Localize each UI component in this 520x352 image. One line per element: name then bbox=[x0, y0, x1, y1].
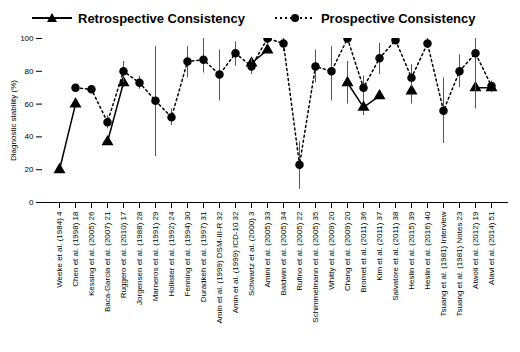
html-text:Prospective Consistency: Prospective Consistency bbox=[320, 10, 476, 26]
svg-text:Kim et al. (2011) 37: Kim et al. (2011) 37 bbox=[375, 211, 384, 281]
svg-text:Marneros et al. (1991) 29: Marneros et al. (1991) 29 bbox=[151, 211, 160, 301]
svg-text:Kessing et al. (2005) 26: Kessing et al. (2005) 26 bbox=[87, 211, 96, 296]
svg-text:Duradkeh et al. (1997) 31: Duradkeh et al. (1997) 31 bbox=[199, 211, 208, 302]
svg-text:Rufino et al. (2005) 22: Rufino et al. (2005) 22 bbox=[295, 211, 304, 291]
svg-text:Jorgensen et al. (1988) 28: Jorgensen et al. (1988) 28 bbox=[135, 211, 144, 305]
svg-text:Chen et al. (1998) 18: Chen et al. (1998) 18 bbox=[71, 211, 80, 287]
svg-text:Weeke et al. (1984) 4: Weeke et al. (1984) 4 bbox=[55, 211, 64, 288]
svg-text:Whitty et al. (2009) 20: Whitty et al. (2009) 20 bbox=[327, 211, 336, 290]
svg-text:Heslin et al. (2016) 40: Heslin et al. (2016) 40 bbox=[423, 211, 432, 290]
svg-text:Amin et al. (1999) DSM-III-R 3: Amin et al. (1999) DSM-III-R 32 bbox=[215, 211, 224, 324]
svg-text:Baca-Garcia et al. (2007) 21: Baca-Garcia et al. (2007) 21 bbox=[103, 211, 112, 312]
svg-text:Atwoli et al. (2012) 19: Atwoli et al. (2012) 19 bbox=[471, 211, 480, 289]
svg-text:80: 80 bbox=[25, 67, 34, 76]
svg-text:Salvatore et al. (2011) 38: Salvatore et al. (2011) 38 bbox=[391, 211, 400, 301]
svg-text:Amin et al. (1999) ICD-10 32: Amin et al. (1999) ICD-10 32 bbox=[231, 211, 240, 313]
svg-text:0: 0 bbox=[29, 198, 34, 207]
svg-text:Schwartz et al. (2000) 3: Schwartz et al. (2000) 3 bbox=[247, 211, 256, 296]
svg-text:Tsuang et al. (1981) Interview: Tsuang et al. (1981) Interview bbox=[439, 211, 448, 316]
svg-text:Heslin et al. (2015) 39: Heslin et al. (2015) 39 bbox=[407, 211, 416, 290]
svg-text:Tsuang et al. (1981) Notes 23: Tsuang et al. (1981) Notes 23 bbox=[455, 211, 464, 317]
svg-text:Schimmelmann et al. (2005) 35: Schimmelmann et al. (2005) 35 bbox=[311, 211, 320, 323]
svg-text:Hollister et al. (1992) 24: Hollister et al. (1992) 24 bbox=[167, 211, 176, 296]
svg-text:20: 20 bbox=[25, 165, 34, 174]
svg-text:100: 100 bbox=[20, 34, 34, 43]
svg-text:60: 60 bbox=[25, 100, 34, 109]
svg-text:Ruggero et al. (2010) 17: Ruggero et al. (2010) 17 bbox=[119, 211, 128, 298]
svg-text:Alavi et al. (2014) 51: Alavi et al. (2014) 51 bbox=[487, 211, 496, 285]
svg-text:Baldwin et al. (2005) 34: Baldwin et al. (2005) 34 bbox=[279, 211, 288, 296]
svg-text:Chang et al. (2009) 20: Chang et al. (2009) 20 bbox=[343, 211, 352, 291]
html-text:Retrospective Consistency: Retrospective Consistency bbox=[78, 10, 245, 26]
svg-text:Bromet et al. (2011) 36: Bromet et al. (2011) 36 bbox=[359, 211, 368, 293]
svg-text:40: 40 bbox=[25, 132, 34, 141]
svg-text:Amini et al. (2005) 33: Amini et al. (2005) 33 bbox=[263, 211, 272, 288]
svg-text:Diagnostic stability (%): Diagnostic stability (%) bbox=[9, 80, 18, 161]
svg-text:Fenning et al. (1994) 30: Fenning et al. (1994) 30 bbox=[183, 211, 192, 296]
